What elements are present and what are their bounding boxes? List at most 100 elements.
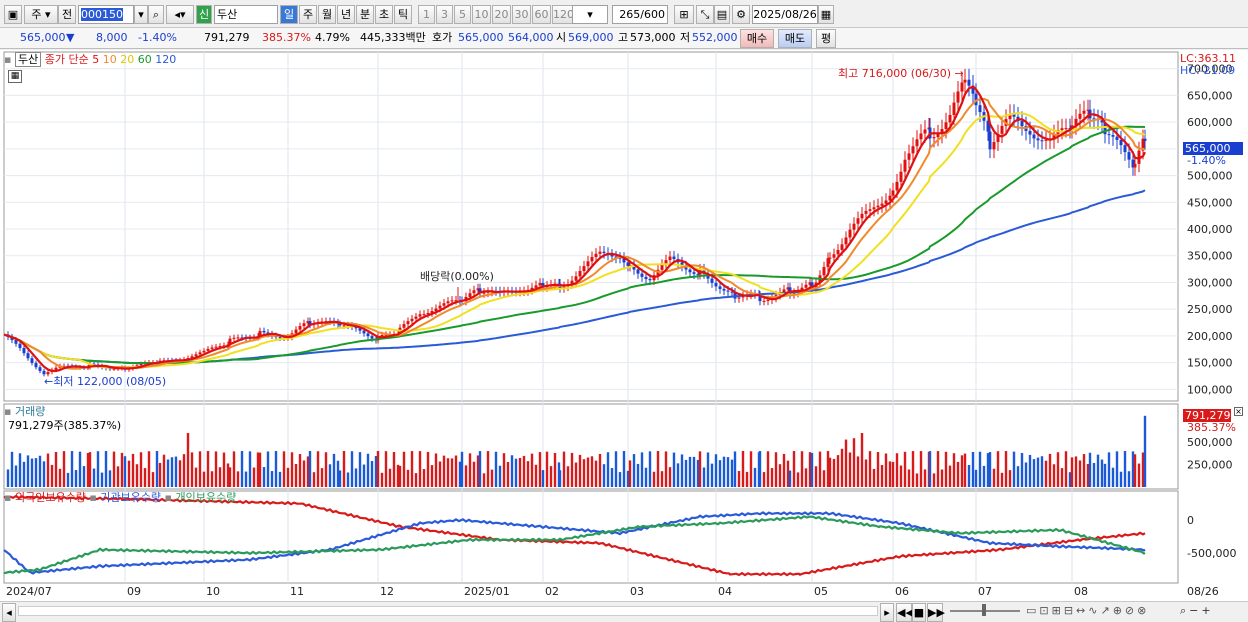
volume-bar [919,451,923,487]
hoga-label: 호가 [432,31,453,44]
market-select[interactable]: 주 ▾ [24,5,58,24]
candle-body [22,347,26,354]
volume-bar [1068,472,1072,487]
candle-body [762,300,766,302]
minute-tab-10[interactable]: 10 [472,5,491,24]
save-icon[interactable]: ▤ [714,5,730,24]
candle-body [139,363,143,366]
volume-bar [640,452,644,487]
x-tick-end: 08/26 [1187,585,1219,598]
gear-icon[interactable]: ⚙ [732,5,750,24]
buy-button[interactable]: 매수 [740,29,774,48]
candle-body [302,323,306,327]
calendar-icon[interactable]: ▦ [818,5,834,24]
sell-button[interactable]: 매도 [778,29,812,48]
volume-bar [478,451,482,487]
scroll-track[interactable] [18,606,878,616]
prev-button[interactable]: 전 [58,5,76,24]
candle-body [541,283,545,288]
grid-plus-icon[interactable]: ⊞ [674,5,694,24]
search-icon[interactable]: ⌕ [148,5,164,24]
volume-bar [92,468,96,487]
stock-code-input[interactable]: 000150 [78,5,134,24]
close-icon[interactable]: × [1234,407,1243,416]
period-tab-2[interactable]: 월 [318,5,336,24]
date-field[interactable]: 2025/08/26 [752,5,818,24]
chart-area[interactable]: 700,000650,000600,000550,000500,000450,0… [0,50,1248,601]
stock-chart[interactable]: 700,000650,000600,000550,000500,000450,0… [0,50,1248,601]
volume-bar [406,469,410,487]
price-tick-label: 450,000 [1187,196,1233,209]
zoom-icons[interactable]: ⌕−+ [1180,604,1214,617]
count-field[interactable]: 265/600 [612,5,668,24]
open-price: 569,000 [568,31,614,44]
volume-bar [668,467,672,487]
code-dropdown-icon[interactable]: ▾ [134,5,148,24]
rewind-icon[interactable]: ◀◀ [896,603,914,622]
volume-bar [1024,462,1028,487]
price-legend: ▪ 두산 종가 단순 5 10 20 60 120 [4,52,177,67]
speaker-icon[interactable]: ◂▾ [166,5,194,24]
volume-bar [702,467,706,487]
volume-bar [718,460,722,487]
volume-bar [298,454,302,487]
volume-bar [450,458,454,487]
volume-bar [422,469,426,487]
volume-bar [54,452,58,487]
x-tick-label: 03 [630,585,644,598]
candle-body [482,292,486,294]
minute-tab-1[interactable]: 1 [418,5,435,24]
minute-tab-60[interactable]: 60 [532,5,551,24]
volume-bar [610,468,614,487]
price-panel-frame [3,51,1179,402]
volume-bar [414,473,418,487]
range-select[interactable]: ▾ [572,5,608,24]
eval-button[interactable]: 평 [816,29,836,48]
volume-bar [538,452,542,487]
volume-bar [86,453,90,487]
scroll-left-icon[interactable]: ◂ [2,603,16,622]
stock-name-label[interactable]: 두산 [14,52,42,67]
volume-bar [996,451,1000,487]
table-icon[interactable]: ▦ [8,70,22,83]
candle-body [614,256,618,258]
period-tab-3[interactable]: 년 [337,5,355,24]
volume-bar [290,452,294,487]
open-label: 시 [556,31,567,44]
stop-icon[interactable]: ■ [912,603,926,622]
scroll-right-icon[interactable]: ▸ [880,603,894,622]
candle-body [622,257,626,263]
volume-bar [967,464,971,487]
candle-body [198,352,202,355]
price-tick-label: 650,000 [1187,89,1233,102]
window-menu-icon[interactable]: ▣ [4,5,22,24]
period-tab-1[interactable]: 주 [299,5,317,24]
volume-bar [808,452,812,487]
shin-badge: 신 [196,5,212,24]
candle-body [586,261,590,267]
volume-bar [402,451,406,487]
minute-tab-120[interactable]: 120 [552,5,574,24]
volume-bar [34,458,38,487]
period-tab-6[interactable]: 틱 [394,5,412,24]
stock-name-field[interactable]: 두산 [214,5,278,24]
period-tab-5[interactable]: 초 [375,5,393,24]
tools-icon[interactable]: ⤡ [696,5,714,24]
candle-body [1119,139,1123,146]
minute-tab-5[interactable]: 5 [454,5,471,24]
candle-body [726,290,730,292]
candle-body [54,367,58,370]
forward-icon[interactable]: ▶▶ [927,603,945,622]
minute-tab-30[interactable]: 30 [512,5,531,24]
volume-bar [162,454,166,487]
institution-label: 기관보유수량 [100,491,162,504]
minute-tab-3[interactable]: 3 [436,5,453,24]
drawing-tools-icons[interactable]: ▭⊡⊞⊟↔∿↗⊕⊘⊗ [1026,604,1150,617]
volume-bar [490,469,494,487]
period-tab-0[interactable]: 일 [280,5,298,24]
period-tab-4[interactable]: 분 [356,5,374,24]
down-arrow-icon: ▼ [66,31,75,44]
bottom-bar: ◂ ▸ ◀◀ ■ ▶▶ ▭⊡⊞⊟↔∿↗⊕⊘⊗ ⌕−+ [0,601,1248,622]
minute-tab-20[interactable]: 20 [492,5,511,24]
zoom-slider-thumb[interactable] [982,604,986,616]
